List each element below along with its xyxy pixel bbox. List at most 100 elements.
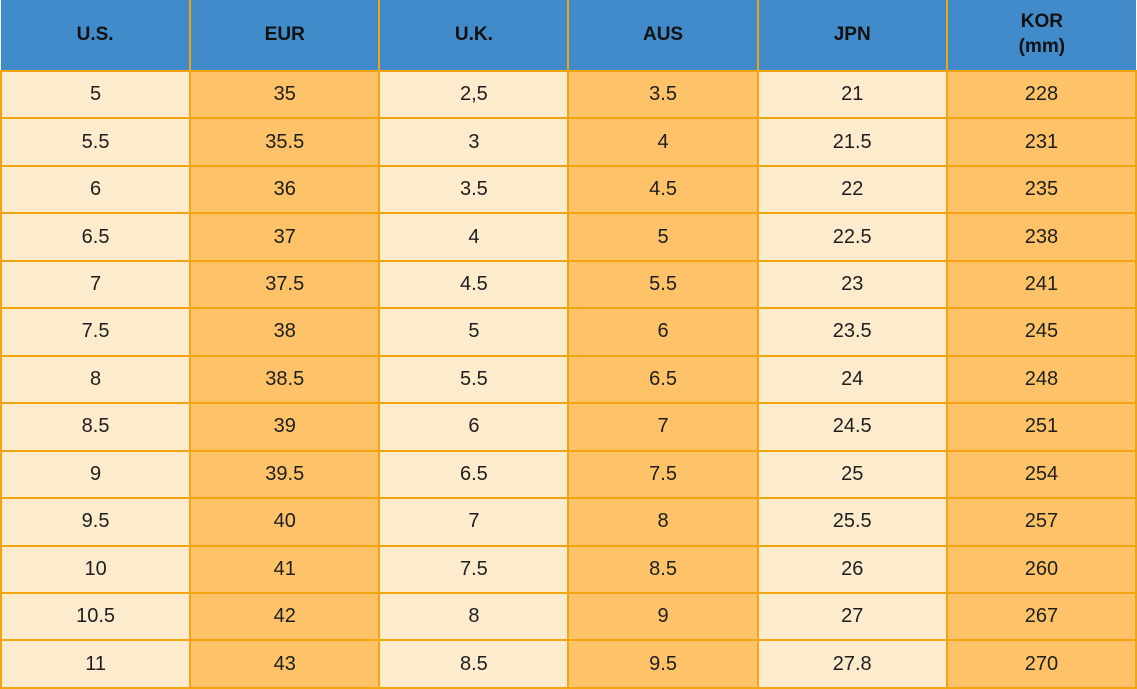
size-cell: 22.5 [756, 212, 948, 262]
size-cell: 9 [567, 591, 759, 642]
size-cell: 41 [189, 544, 381, 594]
size-cell: 26 [756, 544, 948, 594]
size-cell: 7 [0, 259, 192, 310]
table-row: 11 43 8.5 9.5 27.8 270 [0, 639, 1137, 689]
size-cell: 8 [0, 354, 192, 405]
size-cell: 235 [945, 164, 1137, 215]
size-cell: 37.5 [189, 259, 381, 310]
size-cell: 251 [945, 402, 1137, 452]
size-cell: 248 [945, 354, 1137, 405]
size-cell: 5 [567, 212, 759, 262]
table-row: 7.5 38 5 6 23.5 245 [0, 307, 1137, 357]
size-cell: 9 [0, 449, 192, 500]
size-cell: 39.5 [189, 449, 381, 500]
size-cell: 6 [0, 164, 192, 215]
size-cell: 9.5 [0, 497, 192, 547]
size-cell: 24.5 [756, 402, 948, 452]
size-cell: 3.5 [567, 69, 759, 120]
table-row: 5 35 2,5 3.5 21 228 [0, 69, 1137, 120]
column-header-label: KOR [1020, 11, 1063, 33]
size-cell: 21 [756, 69, 948, 120]
size-cell: 2,5 [378, 69, 570, 120]
column-header-label: U.K. [454, 23, 493, 45]
header-row: U.S. EUR U.K. AUS JPN KOR (mm) [1, 0, 1136, 72]
size-cell: 7 [567, 402, 759, 452]
table-row: 10 41 7.5 8.5 26 260 [0, 544, 1137, 594]
size-cell: 27.8 [756, 639, 948, 689]
size-cell: 5 [0, 69, 192, 120]
table-row: 8.5 39 6 7 24.5 251 [0, 402, 1137, 452]
column-header-us: U.S. [1, 0, 192, 72]
size-cell: 231 [945, 117, 1137, 167]
size-cell: 24 [756, 354, 948, 405]
size-cell: 38.5 [189, 354, 381, 405]
column-header-label: AUS [642, 23, 684, 45]
size-cell: 37 [189, 212, 381, 262]
size-cell: 3.5 [378, 164, 570, 215]
size-cell: 8.5 [0, 402, 192, 452]
size-cell: 257 [945, 497, 1137, 547]
size-cell: 7.5 [378, 544, 570, 594]
size-cell: 35 [189, 69, 381, 120]
size-cell: 270 [945, 639, 1137, 689]
size-cell: 11 [0, 639, 192, 689]
size-cell: 3 [378, 117, 570, 167]
size-cell: 5.5 [378, 354, 570, 405]
size-cell: 6 [378, 402, 570, 452]
size-cell: 7.5 [0, 307, 192, 357]
column-header-uk: U.K. [378, 0, 570, 72]
size-cell: 4.5 [567, 164, 759, 215]
column-header-jpn: JPN [756, 0, 948, 72]
size-cell: 228 [945, 69, 1137, 120]
size-cell: 7 [378, 497, 570, 547]
table-row: 9 39.5 6.5 7.5 25 254 [0, 449, 1137, 500]
size-cell: 5.5 [0, 117, 192, 167]
size-cell: 10.5 [0, 591, 192, 642]
size-cell: 4.5 [378, 259, 570, 310]
column-header-label: JPN [833, 23, 871, 45]
size-cell: 238 [945, 212, 1137, 262]
size-cell: 25 [756, 449, 948, 500]
size-cell: 23.5 [756, 307, 948, 357]
table-row: 8 38.5 5.5 6.5 24 248 [0, 354, 1137, 405]
size-cell: 40 [189, 497, 381, 547]
size-cell: 27 [756, 591, 948, 642]
size-cell: 10 [0, 544, 192, 594]
column-header-eur: EUR [189, 0, 381, 72]
size-cell: 254 [945, 449, 1137, 500]
size-cell: 241 [945, 259, 1137, 310]
table-header: U.S. EUR U.K. AUS JPN KOR (mm) [1, 0, 1136, 72]
table-body: 5 35 2,5 3.5 21 228 5.5 35.5 3 4 21.5 231 6 36 3.5 4.5 2… [0, 69, 1137, 689]
size-cell: 8.5 [567, 544, 759, 594]
size-cell: 25.5 [756, 497, 948, 547]
size-cell: 8 [378, 591, 570, 642]
size-cell: 6.5 [378, 449, 570, 500]
table-row: 7 37.5 4.5 5.5 23 241 [0, 259, 1137, 310]
column-header-label: EUR [264, 23, 305, 45]
column-header-label: U.S. [76, 23, 114, 45]
size-cell: 245 [945, 307, 1137, 357]
size-cell: 8 [567, 497, 759, 547]
size-cell: 38 [189, 307, 381, 357]
size-cell: 9.5 [567, 639, 759, 689]
size-cell: 23 [756, 259, 948, 310]
size-cell: 267 [945, 591, 1137, 642]
column-header-aus: AUS [567, 0, 759, 72]
size-cell: 5 [378, 307, 570, 357]
column-header-kor: KOR (mm) [945, 0, 1136, 72]
size-cell: 39 [189, 402, 381, 452]
size-cell: 43 [189, 639, 381, 689]
size-cell: 35.5 [189, 117, 381, 167]
size-cell: 4 [567, 117, 759, 167]
size-cell: 36 [189, 164, 381, 215]
size-cell: 21.5 [756, 117, 948, 167]
size-cell: 7.5 [567, 449, 759, 500]
table-row: 6 36 3.5 4.5 22 235 [0, 164, 1137, 215]
size-cell: 6.5 [0, 212, 192, 262]
table-row: 9.5 40 7 8 25.5 257 [0, 497, 1137, 547]
size-cell: 42 [189, 591, 381, 642]
size-cell: 260 [945, 544, 1137, 594]
size-cell: 8.5 [378, 639, 570, 689]
table-row: 6.5 37 4 5 22.5 238 [0, 212, 1137, 262]
